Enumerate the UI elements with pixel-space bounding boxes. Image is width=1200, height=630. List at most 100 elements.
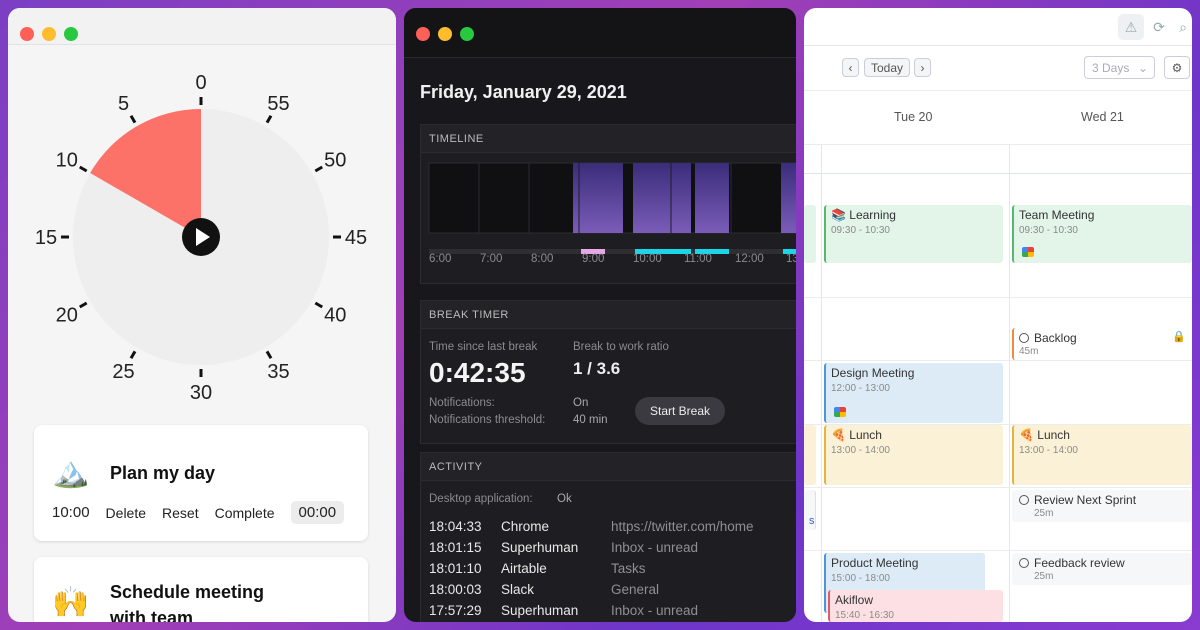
warning-icon[interactable]: ⚠: [1118, 14, 1144, 40]
dial-label: 25: [112, 361, 134, 383]
calendar-window: ⚠ ⟳ ⌕ ‹ Today › 3 Days ⌄ ⚙ Tue 20 Wed 21…: [804, 8, 1192, 622]
task-actions: 10:00 Delete Reset Complete 00:00: [52, 501, 345, 524]
event-title: s: [809, 515, 815, 527]
threshold-value: 40 min: [573, 414, 608, 426]
mountain-icon: 🏔️: [52, 456, 90, 489]
dial-label: 50: [324, 150, 346, 172]
close-window-button[interactable]: [416, 27, 430, 41]
dial-label: 40: [324, 305, 346, 327]
divider: [804, 144, 1192, 145]
task-duration[interactable]: 00:00: [290, 501, 345, 524]
refresh-icon[interactable]: ⟳: [1153, 18, 1165, 35]
task-review-sprint[interactable]: Review Next Sprint 25m: [1012, 490, 1192, 522]
activity-panel: ACTIVITY Desktop application: Ok 18:04:3…: [420, 452, 796, 622]
prev-button[interactable]: ‹: [842, 58, 859, 77]
reset-button[interactable]: Reset: [162, 504, 199, 521]
checkbox-circle-icon[interactable]: [1019, 495, 1029, 505]
calendar-event-lunch[interactable]: 🍕 Lunch 13:00 - 14:00: [1012, 425, 1192, 485]
event-title: 📚 Learning: [831, 208, 896, 222]
today-button[interactable]: Today: [864, 58, 910, 77]
calendar-event-learning[interactable]: 📚 Learning 09:30 - 10:30: [824, 205, 1003, 263]
calendar-event-akiflow[interactable]: Akiflow 15:40 - 16:30: [828, 590, 1003, 622]
task-feedback-review[interactable]: Feedback review 25m: [1012, 553, 1192, 585]
maximize-window-button[interactable]: [460, 27, 474, 41]
calendar-event[interactable]: [804, 205, 816, 263]
checkbox-circle-icon[interactable]: [1019, 558, 1029, 568]
divider: [804, 90, 1192, 91]
gear-icon[interactable]: ⚙: [1164, 56, 1190, 79]
calendar-event[interactable]: [804, 425, 816, 485]
complete-button[interactable]: Complete: [214, 504, 275, 521]
timeline-chart[interactable]: [421, 153, 796, 283]
timeline-header: TIMELINE: [421, 125, 796, 153]
dial-tick: [265, 115, 273, 124]
view-select-value: 3 Days: [1092, 60, 1130, 75]
desktop-app-label: Desktop application:: [429, 493, 533, 505]
task-card[interactable]: 🙌 Schedule meeting with team: [34, 557, 368, 622]
event-title: 🍕 Lunch: [831, 428, 882, 442]
activity-detail: Inbox - unread: [611, 540, 699, 555]
dial-tick: [314, 165, 323, 173]
elapsed-wedge: [90, 109, 201, 237]
chevron-down-icon: ⌄: [1137, 60, 1148, 75]
lock-icon: 🔒: [1172, 331, 1186, 343]
search-icon[interactable]: ⌕: [1179, 18, 1187, 35]
close-window-button[interactable]: [20, 27, 34, 41]
dial-label: 15: [35, 227, 57, 249]
event-title: Design Meeting: [831, 366, 915, 380]
activity-app: Superhuman: [501, 540, 579, 555]
dial-label: 10: [56, 150, 78, 172]
timer-dial[interactable]: 0 5 10 15 20 25 30 35 40 45 50 55: [8, 45, 396, 425]
event-time: 13:00 - 14:00: [831, 445, 890, 456]
delete-button[interactable]: Delete: [105, 504, 147, 521]
start-break-button[interactable]: Start Break: [635, 397, 726, 425]
timeline-panel: TIMELINE 6:00 7:00 8:00 9:00 10: [420, 124, 796, 284]
event-duration: 25m: [1034, 508, 1054, 519]
day-header-tue: Tue 20: [894, 110, 933, 124]
desktop-app-value: Ok: [557, 493, 572, 505]
calendar-event[interactable]: s: [804, 490, 816, 530]
minimize-window-button[interactable]: [42, 27, 56, 41]
activity-detail: Inbox - unread: [611, 603, 699, 618]
divider: [804, 360, 1192, 361]
timeline-hour-label: 8:00: [531, 253, 554, 265]
next-button[interactable]: ›: [914, 58, 931, 77]
calendar-event-lunch[interactable]: 🍕 Lunch 13:00 - 14:00: [824, 425, 1003, 485]
divider: [804, 173, 1192, 174]
task-backlog[interactable]: Backlog 45m 🔒: [1012, 328, 1192, 360]
view-select[interactable]: 3 Days ⌄: [1084, 56, 1155, 79]
event-duration: 45m: [1019, 346, 1039, 357]
dial-tick: [314, 301, 323, 309]
maximize-window-button[interactable]: [64, 27, 78, 41]
calendar-event-design-meeting[interactable]: Design Meeting 12:00 - 13:00: [824, 363, 1003, 423]
event-time: 12:00 - 13:00: [831, 383, 890, 394]
notifications-value: On: [573, 397, 589, 409]
event-title: Feedback review: [1034, 556, 1125, 570]
calendar-event-team-meeting[interactable]: Team Meeting 09:30 - 10:30: [1012, 205, 1192, 263]
dial-label: 30: [190, 382, 212, 404]
task-card[interactable]: 🏔️ Plan my day 10:00 Delete Reset Comple…: [34, 425, 368, 541]
divider: [1009, 144, 1010, 622]
dial-label: 20: [56, 305, 78, 327]
timeline-hour-label: 12:00: [735, 253, 764, 265]
event-title: Akiflow: [835, 593, 874, 607]
event-time: 15:00 - 18:00: [831, 573, 890, 584]
event-time: 09:30 - 10:30: [1019, 225, 1078, 236]
activity-time: 18:00:03: [429, 582, 482, 597]
activity-app: Airtable: [501, 561, 547, 576]
task-title: Plan my day: [110, 463, 216, 483]
timer-titlebar: [8, 8, 396, 45]
divider: [821, 144, 822, 622]
activity-detail: General: [611, 582, 660, 597]
divider: [804, 550, 1192, 551]
timeline-hour-label: 9:00: [582, 253, 605, 265]
notifications-label: Notifications:: [429, 397, 495, 409]
ratio-value: 1 / 3.6: [573, 359, 621, 378]
activity-app: Chrome: [501, 519, 550, 534]
tracker-titlebar: [404, 8, 796, 58]
minimize-window-button[interactable]: [438, 27, 452, 41]
event-title: Team Meeting: [1019, 208, 1095, 222]
checkbox-circle-icon[interactable]: [1019, 333, 1029, 343]
calendar-toolbar: ⚠ ⟳ ⌕: [804, 8, 1192, 46]
event-time: 15:40 - 16:30: [835, 610, 894, 621]
